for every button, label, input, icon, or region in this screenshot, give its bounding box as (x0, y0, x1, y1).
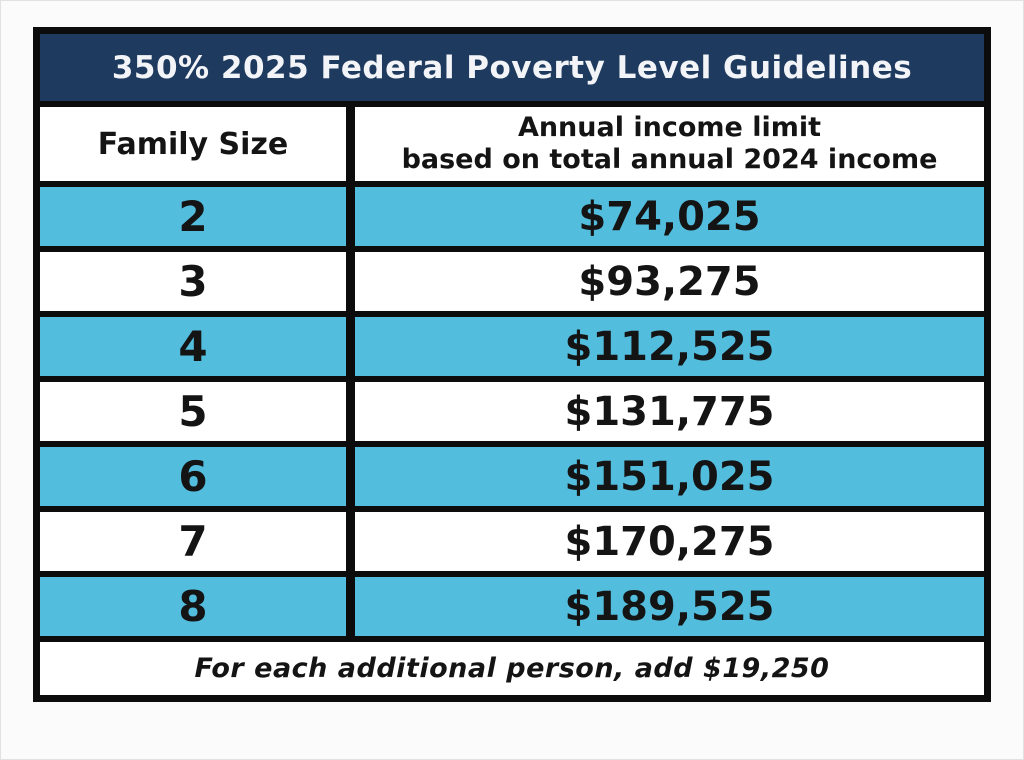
table-row: 6 $151,025 (40, 441, 984, 506)
table-body: 2 $74,025 3 $93,275 4 $112,525 5 $131,77… (40, 181, 984, 636)
column-header-income-limit: Annual income limit based on total annua… (355, 107, 984, 181)
column-header-family-size: Family Size (40, 107, 355, 181)
table-title: 350% 2025 Federal Poverty Level Guidelin… (40, 34, 984, 101)
income-limit-cell: $189,525 (564, 583, 775, 630)
family-size-cell: 8 (40, 577, 355, 636)
family-size-cell: 3 (40, 252, 355, 311)
family-size-cell: 5 (40, 382, 355, 441)
header-row: Family Size Annual income limit based on… (40, 101, 984, 181)
poverty-guidelines-table: 350% 2025 Federal Poverty Level Guidelin… (33, 27, 991, 702)
income-limit-cell: $170,275 (564, 518, 775, 565)
table-row: 2 $74,025 (40, 181, 984, 246)
income-limit-cell: $112,525 (564, 323, 775, 370)
income-limit-cell: $93,275 (578, 258, 761, 305)
footer-row: For each additional person, add $19,250 (40, 636, 984, 695)
table-row: 8 $189,525 (40, 571, 984, 636)
family-size-cell: 4 (40, 317, 355, 376)
footer-note: For each additional person, add $19,250 (194, 653, 830, 684)
income-header-line2: based on total annual 2024 income (401, 144, 938, 175)
family-size-cell: 6 (40, 447, 355, 506)
income-limit-cell: $74,025 (578, 193, 761, 240)
family-size-cell: 2 (40, 187, 355, 246)
income-limit-cell: $131,775 (564, 388, 775, 435)
income-header-line1: Annual income limit (517, 111, 822, 143)
income-limit-cell: $151,025 (564, 453, 775, 500)
table-row: 4 $112,525 (40, 311, 984, 376)
table-row: 3 $93,275 (40, 246, 984, 311)
table-row: 7 $170,275 (40, 506, 984, 571)
table-row: 5 $131,775 (40, 376, 984, 441)
family-size-cell: 7 (40, 512, 355, 571)
